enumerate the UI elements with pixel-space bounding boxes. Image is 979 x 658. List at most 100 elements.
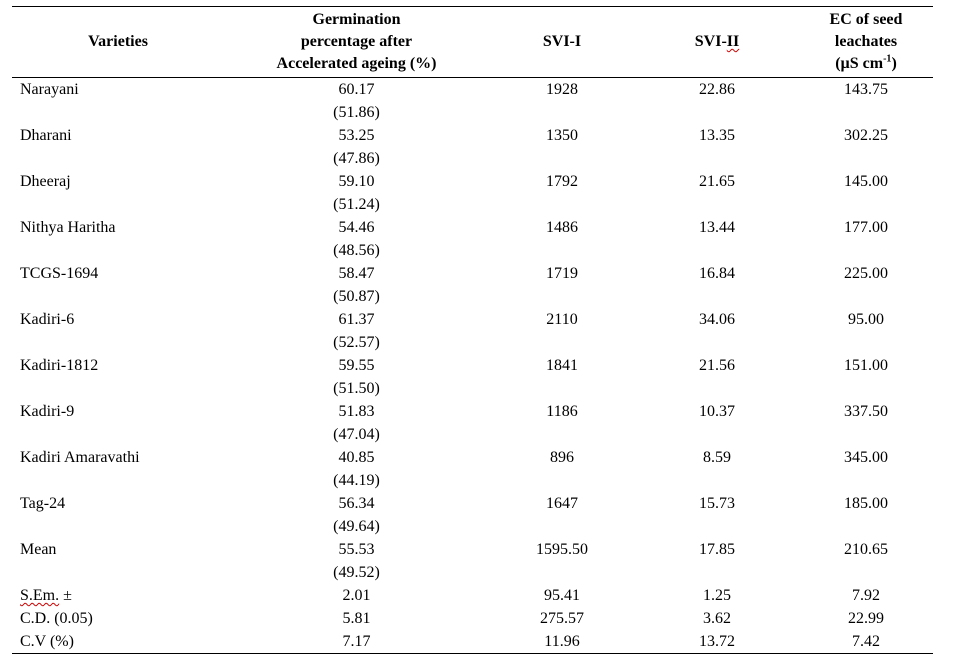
germination-cell: 59.55 (51.50) (224, 354, 489, 400)
germination-value: 58.47 (338, 265, 375, 282)
stat-svi2-cell: 1.25 (703, 587, 731, 604)
stat-ec-cell: 7.42 (852, 633, 880, 650)
germination-transformed-value: (50.87) (333, 288, 380, 305)
svi2-cell: 10.37 (699, 403, 735, 420)
table-row: Narayani 60.17 (51.86) 1928 22.86 143.75 (12, 78, 933, 125)
variety-cell: Kadiri-1812 (20, 357, 99, 374)
header-germination-line-2: percentage after (300, 33, 413, 50)
germination-value: 59.55 (338, 357, 375, 374)
ec-cell: 337.50 (844, 403, 888, 420)
stat-row: S.Em. ±2.01 95.41 1.25 7.92 (12, 584, 933, 607)
ec-cell: 345.00 (844, 449, 888, 466)
stat-germination-cell: 2.01 (342, 587, 371, 604)
svi2-cell: 8.59 (703, 449, 731, 466)
variety-cell: Tag-24 (20, 495, 66, 512)
stat-germination-cell: 5.81 (342, 610, 371, 627)
ec-cell: 145.00 (844, 173, 888, 190)
germination-cell: 54.46 (48.56) (224, 216, 489, 262)
germination-value: 60.17 (338, 81, 375, 98)
svi1-cell: 1647 (546, 495, 578, 512)
germination-value: 51.83 (338, 403, 375, 420)
ec-cell: 185.00 (844, 495, 888, 512)
germination-transformed-value: (49.64) (333, 518, 380, 535)
stat-row: C.V (%) 7.17 11.96 13.72 7.42 (12, 630, 933, 654)
stat-label-cell: C.V (%) (12, 630, 224, 654)
svi1-cell: 1841 (546, 357, 578, 374)
stat-svi1-cell: 95.41 (544, 587, 580, 604)
results-table: Varieties Germination percentage after A… (12, 6, 933, 654)
germination-cell: 61.37 (52.57) (224, 308, 489, 354)
stat-label: C.D. (0.05) (20, 610, 93, 627)
germination-transformed-value: (51.50) (333, 380, 380, 397)
ec-cell: 225.00 (844, 265, 888, 282)
variety-cell: Nithya Haritha (20, 219, 116, 236)
germination-value: 54.46 (338, 219, 375, 236)
table-header: Varieties Germination percentage after A… (12, 6, 933, 78)
variety-cell: Narayani (20, 81, 79, 98)
stat-label: C.V (%) (20, 633, 74, 650)
ec-cell: 151.00 (844, 357, 888, 374)
header-ec-unit-sup: -1 (883, 53, 892, 65)
stat-label-cell: S.Em. ± (12, 584, 224, 607)
header-ec-line-2: leachates (834, 33, 898, 50)
header-germination-line-1: Germination (312, 11, 401, 28)
header-svi2-suffix: II (726, 33, 740, 50)
germination-transformed-value: (47.04) (333, 426, 380, 443)
svi1-cell: 896 (550, 449, 574, 466)
header-ec: EC of seed leachates (µS cm-1) (799, 7, 933, 78)
stat-ec-cell: 7.92 (852, 587, 880, 604)
variety-cell: Kadiri-6 (20, 311, 75, 328)
ec-cell: 95.00 (848, 311, 884, 328)
document-page: Varieties Germination percentage after A… (12, 6, 933, 654)
germination-cell: 56.34 (49.64) (224, 492, 489, 538)
table-row: Dharani 53.25 (47.86) 1350 13.35 302.25 (12, 124, 933, 170)
svi2-cell: 17.85 (699, 541, 735, 558)
germination-value: 61.37 (338, 311, 375, 328)
table-body: Narayani 60.17 (51.86) 1928 22.86 143.75 Dhara… (12, 78, 933, 654)
header-germination-line-3: Accelerated ageing (%) (276, 55, 437, 72)
stat-germination-cell: 7.17 (342, 633, 371, 650)
stat-label: S.Em. (20, 587, 60, 604)
germination-transformed-value: (47.86) (333, 150, 380, 167)
germination-transformed-value: (51.24) (333, 196, 380, 213)
table-row: Kadiri Amaravathi 40.85 (44.19) 896 8.59 345.… (12, 446, 933, 492)
germination-cell: 40.85 (44.19) (224, 446, 489, 492)
germination-transformed-value: (44.19) (333, 472, 380, 489)
germination-value: 53.25 (338, 127, 375, 144)
table-row: Dheeraj 59.10 (51.24) 1792 21.65 145.00 (12, 170, 933, 216)
svi2-cell: 16.84 (699, 265, 735, 282)
header-row: Varieties Germination percentage after A… (12, 6, 933, 78)
svi1-cell: 1595.50 (536, 541, 588, 558)
variety-cell: Dheeraj (20, 173, 71, 190)
stat-svi1-cell: 11.96 (544, 633, 580, 650)
header-ec-line-1: EC of seed (829, 11, 903, 28)
germination-cell: 53.25 (47.86) (224, 124, 489, 170)
table-row: Kadiri-6 61.37 (52.57) 2110 34.06 95.00 (12, 308, 933, 354)
svi1-cell: 1792 (546, 173, 578, 190)
svi2-cell: 22.86 (699, 81, 735, 98)
table-row: Kadiri-9 51.83 (47.04) 1186 10.37 337.50 (12, 400, 933, 446)
variety-cell: Kadiri Amaravathi (20, 449, 140, 466)
table-row: Nithya Haritha 54.46 (48.56) 1486 13.44 177.0… (12, 216, 933, 262)
svi1-cell: 1486 (546, 219, 578, 236)
table-row: Kadiri-1812 59.55 (51.50) 1841 21.56 151.00 (12, 354, 933, 400)
table-row: TCGS-1694 58.47 (50.87) 1719 16.84 225.00 (12, 262, 933, 308)
stat-label-tail: ± (59, 587, 72, 604)
stat-ec-cell: 22.99 (848, 610, 884, 627)
svi2-cell: 15.73 (699, 495, 735, 512)
germination-transformed-value: (51.86) (333, 104, 380, 121)
stat-svi2-cell: 3.62 (703, 610, 731, 627)
stat-label-cell: C.D. (0.05) (12, 607, 224, 630)
variety-cell: Mean (20, 541, 57, 558)
header-ec-unit-base: (µS cm (835, 55, 884, 72)
header-ec-unit: (µS cm-1) (799, 53, 933, 75)
germination-value: 40.85 (338, 449, 375, 466)
svi2-cell: 34.06 (699, 311, 735, 328)
germination-cell: 55.53 (49.52) (224, 538, 489, 584)
germination-value: 59.10 (338, 173, 375, 190)
header-ec-unit-end: ) (891, 55, 897, 72)
germination-transformed-value: (52.57) (333, 334, 380, 351)
variety-cell: Dharani (20, 127, 72, 144)
germination-transformed-value: (48.56) (333, 242, 380, 259)
svi1-cell: 1928 (546, 81, 578, 98)
